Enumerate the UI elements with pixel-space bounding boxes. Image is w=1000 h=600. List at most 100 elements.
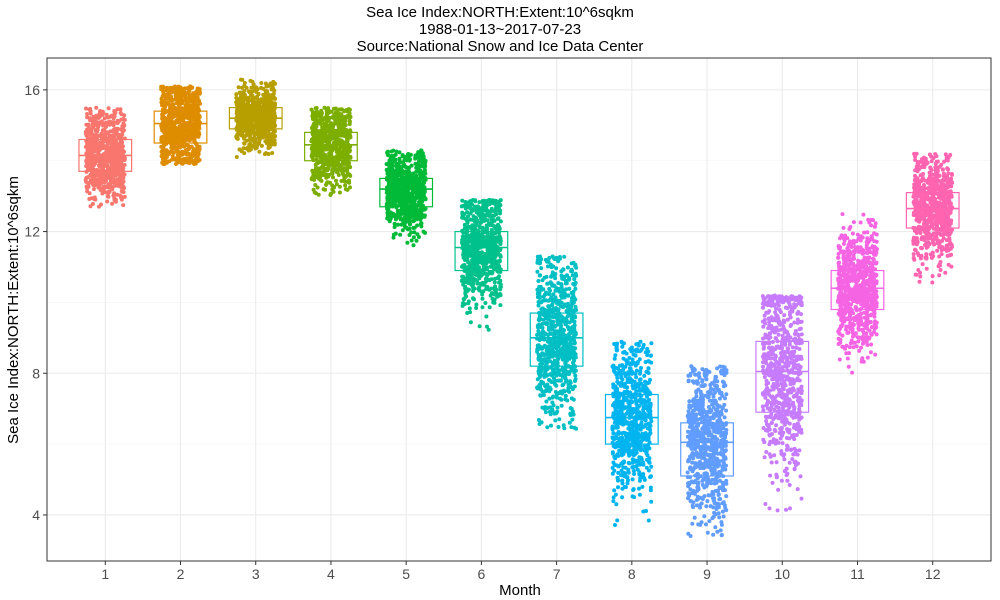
data-point (409, 163, 414, 168)
data-point (259, 85, 264, 90)
data-point (313, 172, 318, 177)
data-point (99, 144, 104, 149)
data-point (122, 186, 126, 191)
data-point (322, 121, 327, 126)
data-point (339, 107, 344, 112)
data-point (315, 109, 319, 114)
data-point (537, 284, 542, 289)
data-point (337, 116, 342, 121)
data-point (181, 133, 185, 138)
data-point (235, 136, 240, 141)
data-point (414, 169, 419, 174)
data-point (492, 280, 497, 285)
data-point (401, 160, 406, 165)
data-point (83, 144, 88, 149)
data-point (348, 128, 353, 133)
data-point (342, 179, 347, 184)
data-point (464, 201, 469, 206)
data-point (122, 156, 127, 161)
data-point (540, 330, 545, 334)
data-point (250, 101, 255, 106)
data-point (343, 183, 348, 188)
data-point (544, 332, 549, 337)
data-point (466, 299, 471, 304)
data-point (419, 192, 424, 197)
data-point (91, 163, 96, 168)
data-point (187, 116, 192, 121)
data-point (115, 118, 120, 123)
data-point (498, 254, 503, 259)
data-point (194, 94, 198, 98)
data-point (173, 87, 178, 92)
data-point (255, 95, 259, 100)
data-point (566, 350, 571, 355)
data-point (574, 426, 579, 431)
data-point (536, 323, 540, 328)
data-point (108, 158, 112, 163)
data-point (492, 292, 497, 297)
data-point (401, 219, 406, 224)
data-point (498, 211, 502, 216)
data-point (98, 175, 103, 180)
data-point (388, 182, 393, 187)
data-point (176, 115, 181, 120)
data-point (84, 106, 88, 111)
data-point (559, 304, 564, 309)
data-point (422, 189, 427, 194)
data-point (486, 200, 491, 205)
data-point (573, 373, 578, 378)
data-point (418, 184, 423, 188)
data-point (463, 216, 468, 221)
data-point (314, 120, 319, 125)
data-point (482, 264, 486, 269)
data-point (321, 165, 326, 170)
data-point (460, 240, 464, 245)
data-point (480, 296, 485, 301)
data-point (543, 410, 548, 415)
data-point (547, 409, 552, 414)
data-point (195, 87, 200, 92)
data-point (414, 175, 419, 180)
data-point (315, 185, 320, 190)
data-point (246, 113, 251, 118)
data-point (109, 113, 114, 118)
data-point (182, 86, 187, 91)
data-point (550, 400, 555, 405)
data-point (559, 295, 564, 300)
data-point (235, 123, 240, 128)
data-point (347, 116, 352, 121)
data-point (539, 266, 544, 271)
data-point (254, 89, 259, 94)
data-point (567, 420, 572, 425)
data-point (547, 385, 552, 390)
data-point (409, 191, 413, 196)
data-point (169, 98, 174, 103)
data-point (545, 321, 549, 325)
data-point (345, 187, 350, 192)
data-point (399, 174, 404, 179)
data-point (94, 128, 98, 132)
data-point (118, 193, 123, 198)
data-point (395, 164, 400, 169)
data-point (479, 250, 484, 255)
data-point (556, 308, 560, 313)
data-point (396, 222, 400, 227)
data-point (177, 156, 182, 161)
data-point (535, 260, 540, 265)
data-point (487, 287, 492, 292)
data-point (194, 125, 199, 129)
data-point (269, 100, 274, 105)
data-point (393, 152, 398, 157)
data-point (101, 184, 106, 189)
data-point (461, 263, 466, 268)
data-point (417, 200, 421, 204)
data-point (497, 258, 502, 263)
data-point (259, 81, 264, 85)
data-point (257, 149, 262, 154)
data-point (477, 285, 482, 290)
data-point (479, 213, 483, 218)
data-point (272, 142, 277, 147)
data-point (553, 390, 558, 394)
month-4-points (309, 105, 353, 197)
data-point (491, 300, 496, 305)
